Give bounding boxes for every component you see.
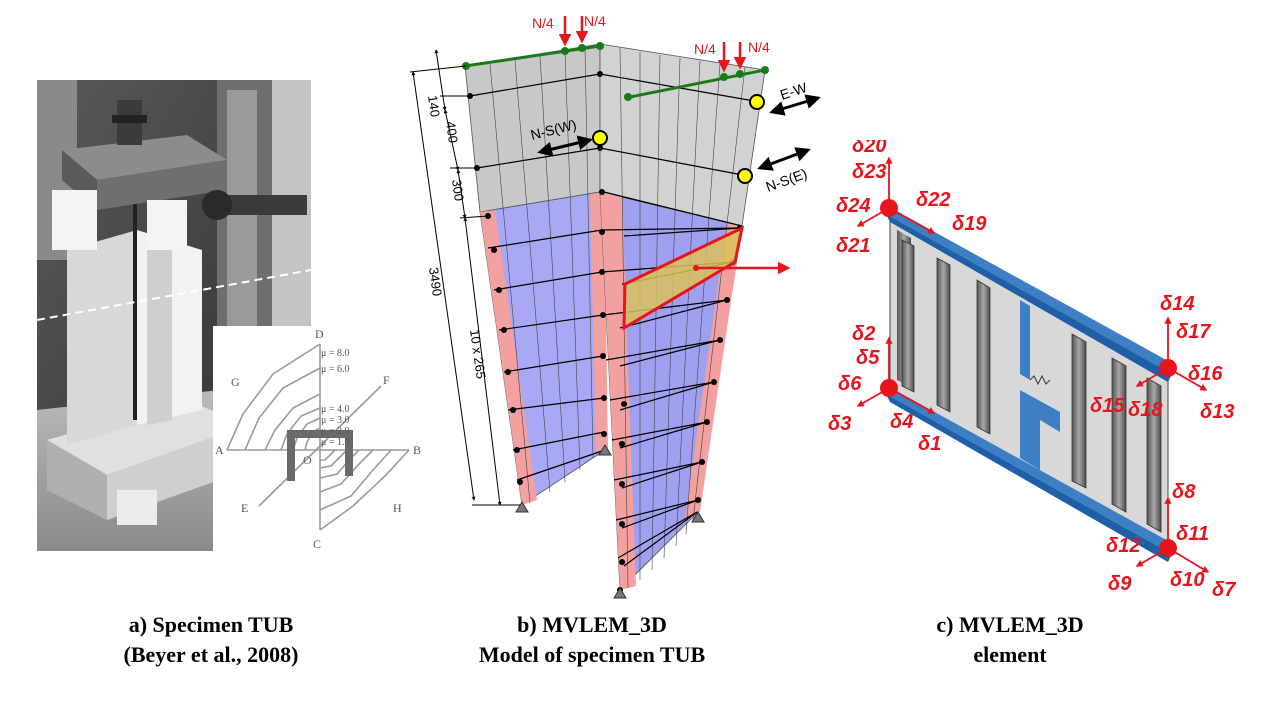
loading-pattern-diagram: D G F A B O E H C μ = 8.0 μ = 6.0 μ = 4.… bbox=[215, 327, 421, 551]
dof-21-label: δ21 bbox=[836, 235, 870, 257]
point-e-label: E bbox=[241, 501, 248, 515]
panel-b-caption-line1: b) MVLEM_3D bbox=[517, 612, 667, 637]
dof-17-label: δ17 bbox=[1176, 321, 1211, 343]
point-d-label: D bbox=[315, 327, 324, 341]
dof-2-label: δ2 bbox=[852, 323, 875, 345]
dof-20-label: δ20 bbox=[852, 140, 886, 157]
dof-10-label: δ10 bbox=[1170, 569, 1204, 591]
panel-c-caption-line1: c) MVLEM_3D bbox=[936, 612, 1084, 637]
dim-300-label: 300 bbox=[449, 178, 467, 202]
point-h-label: H bbox=[393, 501, 402, 515]
panel-b-caption-line2: Model of specimen TUB bbox=[478, 642, 706, 667]
dof-23-label: δ23 bbox=[852, 161, 886, 183]
dof-13-label: δ13 bbox=[1200, 401, 1234, 423]
mu-3-label: μ = 3.0 bbox=[321, 415, 350, 426]
dim-140-label: 140 bbox=[425, 94, 443, 118]
axial-load-label-4: N/4 bbox=[748, 39, 770, 55]
panel-a-caption-line2: (Beyer et al., 2008) bbox=[123, 642, 299, 667]
point-o-label: O bbox=[303, 453, 312, 467]
dof-16-label: δ16 bbox=[1188, 363, 1223, 385]
dof-22-label: δ22 bbox=[916, 189, 950, 211]
dof-18-label: δ18 bbox=[1128, 399, 1163, 421]
dim-10x265-label: 10 x 265 bbox=[467, 328, 489, 379]
dof-11-label: δ11 bbox=[1176, 523, 1209, 545]
panel-c-caption-line2: element bbox=[973, 642, 1047, 667]
mu-2-label: μ = 2.0 bbox=[321, 426, 350, 437]
mu-1-label: μ = 1.0 bbox=[321, 437, 350, 448]
dof-19-label: δ19 bbox=[952, 213, 987, 235]
axial-load-label-3: N/4 bbox=[694, 41, 716, 57]
dof-15-label: δ15 bbox=[1090, 395, 1125, 417]
panel-a-caption: a) Specimen TUB (Beyer et al., 2008) bbox=[61, 610, 361, 670]
dof-14-label: δ14 bbox=[1160, 293, 1194, 315]
actuator-nse-label: N-S(E) bbox=[764, 165, 810, 195]
panel-a-caption-line1: a) Specimen TUB bbox=[128, 612, 294, 637]
mu-8-label: μ = 8.0 bbox=[321, 348, 350, 359]
panel-c-caption: c) MVLEM_3D element bbox=[860, 610, 1160, 670]
mu-4-label: μ = 4.0 bbox=[321, 404, 350, 415]
dof-24-label: δ24 bbox=[836, 195, 870, 217]
dim-3490-label: 3490 bbox=[426, 266, 445, 297]
dof-6-label: δ6 bbox=[838, 373, 862, 395]
actuator-ew-label: E-W bbox=[778, 79, 810, 103]
mu-6-label: μ = 6.0 bbox=[321, 364, 350, 375]
point-f-label: F bbox=[383, 373, 390, 387]
axial-load-label-1: N/4 bbox=[532, 15, 554, 31]
point-c-label: C bbox=[313, 537, 321, 551]
axial-load-label-2: N/4 bbox=[584, 13, 606, 29]
dof-1-label: δ1 bbox=[918, 433, 941, 455]
mvlem-3d-element: δ20 δ23 δ24 δ21 δ22 δ19 δ2 δ5 δ6 δ3 δ4 δ… bbox=[828, 135, 1236, 601]
loading-pattern-inset: D G F A B O E H C μ = 8.0 μ = 6.0 μ = 4.… bbox=[213, 326, 425, 554]
panel-b-model: N/4 N/4 N/4 N/4 N-S(W) E-W N-S(E) 140 40… bbox=[395, 0, 825, 605]
dof-5-label: δ5 bbox=[856, 347, 880, 369]
dof-12-label: δ12 bbox=[1106, 535, 1140, 557]
dim-400-label: 400 bbox=[443, 120, 461, 144]
dof-9-label: δ9 bbox=[1108, 573, 1132, 595]
dof-3-label: δ3 bbox=[828, 413, 851, 435]
dof-4-label: δ4 bbox=[890, 411, 913, 433]
point-g-label: G bbox=[231, 375, 240, 389]
panel-c-element: δ20 δ23 δ24 δ21 δ22 δ19 δ2 δ5 δ6 δ3 δ4 δ… bbox=[825, 135, 1255, 605]
point-a-label: A bbox=[215, 443, 224, 457]
panel-b-caption: b) MVLEM_3D Model of specimen TUB bbox=[442, 610, 742, 670]
dof-7-label: δ7 bbox=[1212, 579, 1236, 601]
dof-8-label: δ8 bbox=[1172, 481, 1196, 503]
mvlem-3d-model: N/4 N/4 N/4 N/4 N-S(W) E-W N-S(E) 140 40… bbox=[409, 13, 821, 599]
